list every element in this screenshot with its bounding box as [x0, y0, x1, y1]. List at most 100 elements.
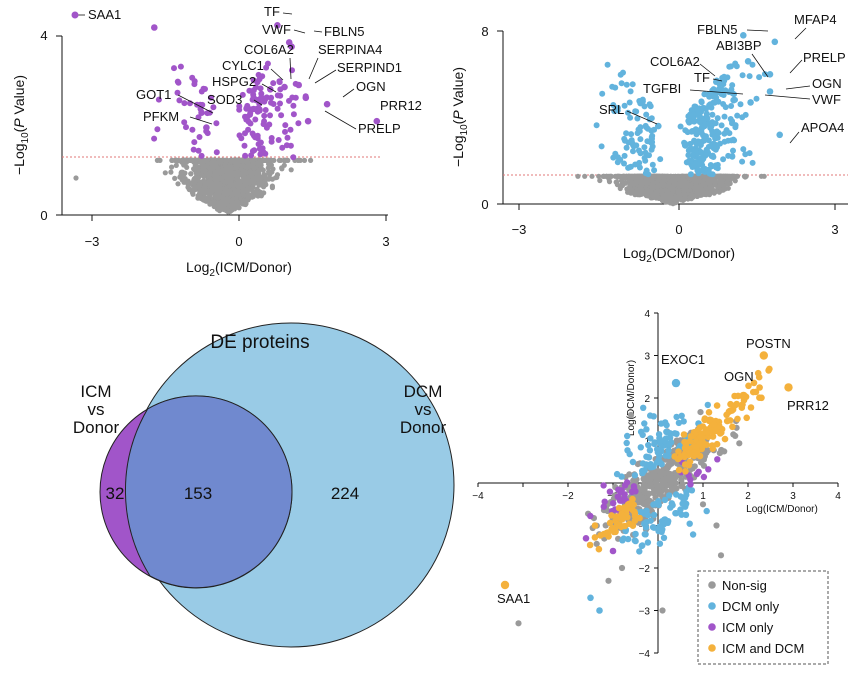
significant-point	[698, 129, 705, 136]
significant-point	[728, 86, 735, 93]
annotation-tf: TF	[694, 70, 710, 85]
nonsig-point	[636, 497, 643, 504]
significant-point	[270, 80, 277, 87]
significant-point	[191, 139, 198, 146]
annotation-leader	[785, 85, 811, 90]
nonsig-point	[225, 175, 232, 182]
significant-point	[244, 113, 251, 120]
y-tick-label: −4	[639, 649, 651, 660]
significant-point	[635, 126, 642, 133]
nonsig-point	[228, 203, 234, 209]
nonsig-point	[262, 178, 268, 184]
nonsig-point	[259, 182, 265, 188]
nonsig-point	[656, 174, 662, 180]
nonsig-point	[209, 164, 215, 170]
nonsig-point	[209, 200, 215, 206]
icm-and-dcm-point	[675, 448, 682, 455]
annotation-srl: SRL	[599, 102, 624, 117]
venn-icm-label: Donor	[73, 418, 120, 437]
labeled-point	[730, 96, 737, 104]
nonsig-point	[209, 187, 215, 193]
significant-point	[191, 81, 198, 88]
nonsig-point	[232, 188, 238, 194]
icm-and-dcm-point	[680, 451, 688, 459]
icm-and-dcm-point	[600, 530, 608, 538]
significant-point	[687, 171, 694, 178]
significant-point	[720, 156, 727, 163]
labeled-point	[655, 122, 662, 130]
annotation-leader	[313, 30, 323, 33]
dcm-only-point	[703, 507, 710, 515]
nonsig-point	[659, 607, 666, 614]
nonsig-point	[682, 192, 688, 198]
dcm-only-point	[677, 506, 684, 513]
nonsig-point	[672, 480, 679, 487]
y-tick-label: 4	[644, 309, 650, 320]
significant-point	[267, 112, 273, 119]
dcm-only-point	[650, 511, 658, 519]
annotation-leader	[689, 89, 744, 95]
nonsig-point	[250, 175, 256, 181]
icm-only-point	[623, 479, 631, 486]
nonsig-point	[257, 157, 263, 163]
significant-point	[257, 73, 264, 80]
labeled-point	[304, 117, 312, 125]
labeled-point	[740, 32, 747, 39]
significant-point	[295, 120, 302, 127]
icm-and-dcm-point	[750, 379, 758, 387]
nonsig-point	[242, 170, 248, 176]
dcm-only-point	[661, 516, 668, 523]
significant-point	[254, 132, 261, 139]
annotation-mfap4: MFAP4	[794, 12, 837, 27]
labeled-point	[776, 131, 783, 139]
significant-point	[625, 109, 631, 116]
icm-and-dcm-point	[745, 382, 752, 390]
nonsig-point	[732, 178, 738, 184]
annotation-serpind1: SERPIND1	[337, 60, 402, 75]
significant-point	[249, 148, 256, 155]
significant-point	[207, 94, 214, 101]
significant-point	[700, 155, 707, 162]
nonsig-point	[213, 179, 219, 185]
significant-point	[623, 144, 630, 151]
legend-label-icm-only: ICM only	[722, 620, 774, 635]
icm-only-point	[705, 466, 712, 473]
nonsig-point	[279, 166, 285, 172]
annotation-leader	[270, 68, 284, 81]
nonsig-point	[515, 620, 522, 627]
labeled-point	[288, 43, 295, 50]
dcm-only-point	[632, 530, 639, 538]
significant-point	[626, 99, 633, 106]
nonsig-point	[626, 189, 632, 195]
dcm-only-point	[675, 419, 683, 427]
nonsig-point	[643, 499, 650, 506]
dcm-only-point	[656, 452, 663, 460]
annotation-leader	[177, 94, 214, 114]
significant-point	[629, 81, 636, 88]
annotation-exoc1: EXOC1	[661, 352, 705, 367]
icm-and-dcm-point	[755, 373, 763, 381]
y-tick-label: 4	[40, 28, 47, 43]
significant-point	[257, 139, 264, 146]
significant-point	[282, 122, 289, 129]
significant-point	[622, 137, 628, 144]
significant-point	[598, 143, 605, 150]
nonsig-point	[173, 162, 179, 168]
significant-point	[682, 140, 689, 147]
significant-point	[628, 137, 635, 144]
venn-panel: DE proteins ICM vs Donor DCM vs Donor 32…	[73, 322, 455, 648]
significant-point	[749, 61, 756, 68]
dcm-only-point	[657, 446, 664, 453]
y-tick-label: 8	[481, 24, 488, 39]
nonsig-point	[197, 192, 203, 198]
significant-point	[245, 126, 252, 133]
significant-point	[641, 103, 648, 110]
nonsig-point	[269, 185, 275, 191]
significant-point	[268, 138, 275, 145]
labeled-point	[243, 105, 250, 112]
icm-and-dcm-point	[682, 468, 689, 475]
nonsig-point	[596, 173, 602, 179]
annotation-fbln5: FBLN5	[697, 22, 737, 37]
significant-point	[695, 108, 702, 115]
annotation-leader	[626, 110, 658, 125]
